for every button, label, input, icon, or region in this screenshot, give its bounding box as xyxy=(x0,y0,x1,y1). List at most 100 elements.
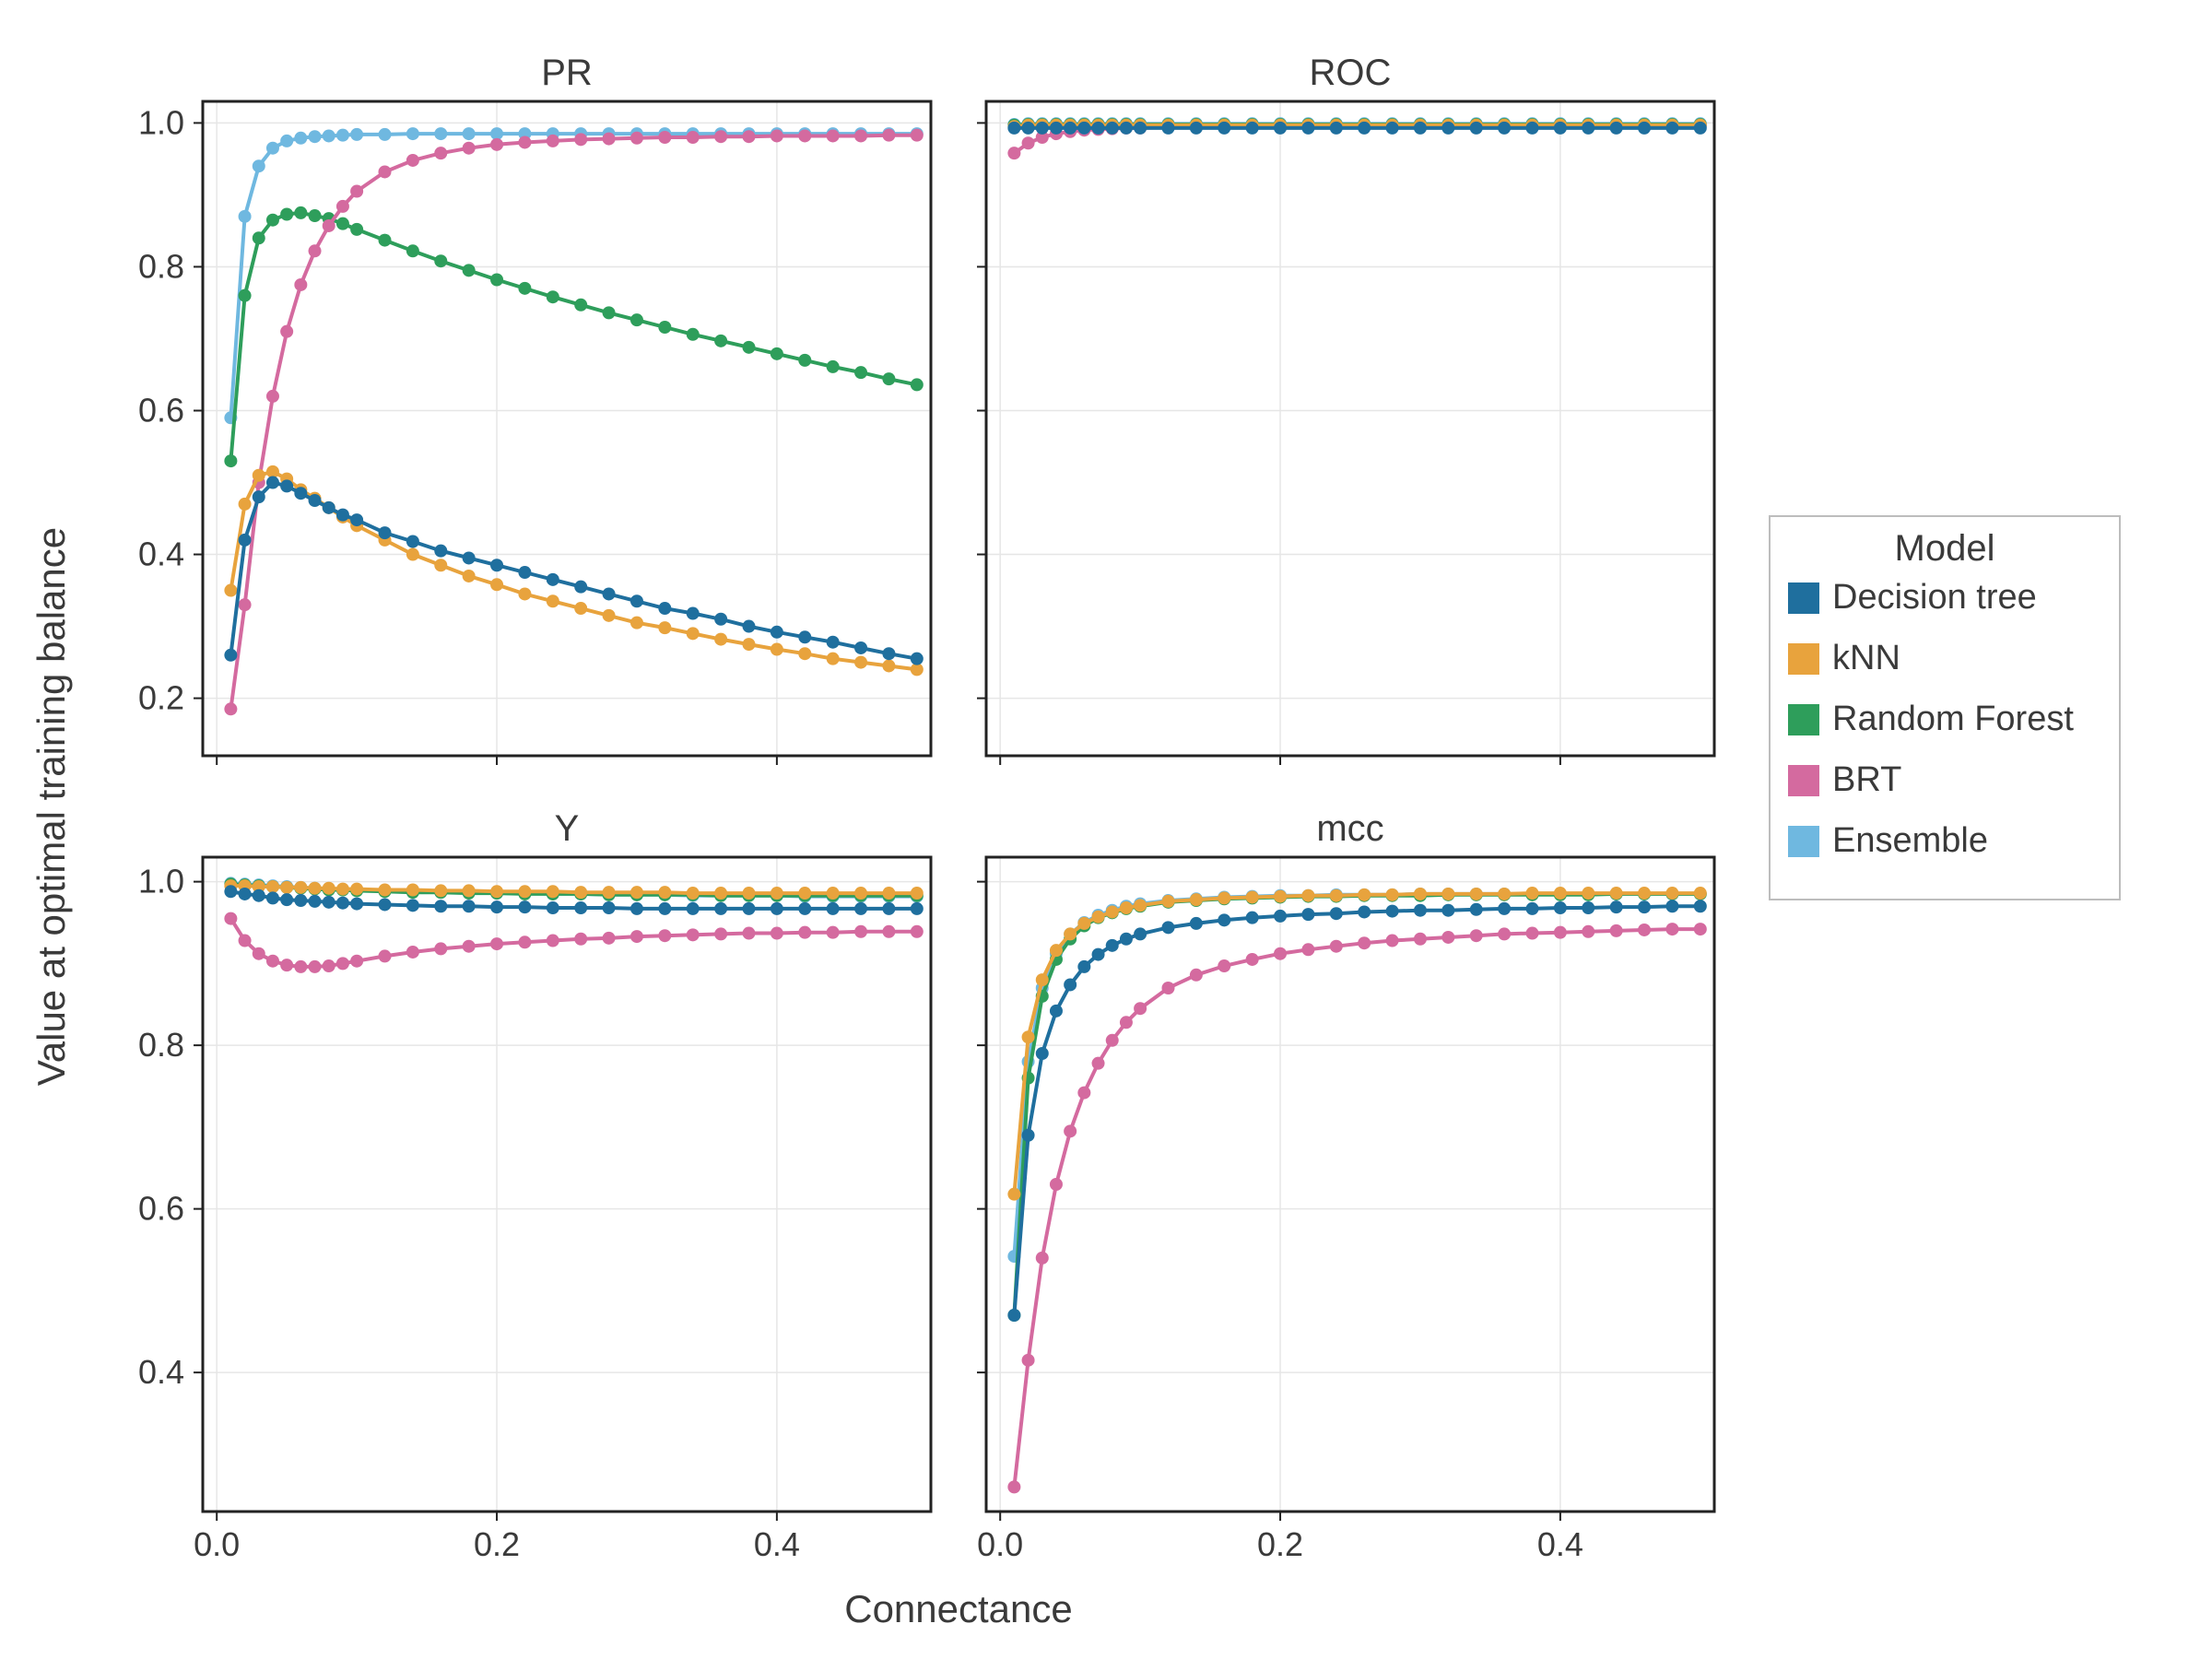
series-marker xyxy=(1301,889,1314,902)
series-marker xyxy=(630,313,643,326)
series-marker xyxy=(1665,923,1678,935)
series-marker xyxy=(798,887,811,900)
series-marker xyxy=(1694,923,1707,935)
series-marker xyxy=(1386,905,1399,918)
series-marker xyxy=(1301,122,1314,135)
series-marker xyxy=(1610,122,1623,135)
series-marker xyxy=(239,534,252,547)
series-marker xyxy=(854,641,867,654)
series-marker xyxy=(463,900,476,912)
series-marker xyxy=(1694,900,1707,912)
series-marker xyxy=(603,587,616,600)
series-marker xyxy=(1190,917,1203,930)
series-marker xyxy=(911,925,924,938)
y-tick-label: 0.6 xyxy=(138,391,184,429)
panel-title: Y xyxy=(555,808,580,849)
series-marker xyxy=(1554,887,1567,900)
series-marker xyxy=(827,887,840,900)
series-marker xyxy=(882,129,895,142)
series-marker xyxy=(1470,929,1483,942)
series-marker xyxy=(253,469,265,482)
series-marker xyxy=(1007,1188,1020,1201)
series-marker xyxy=(911,653,924,665)
series-marker xyxy=(239,888,252,900)
series-marker xyxy=(406,535,419,547)
series-marker xyxy=(239,598,252,611)
series-marker xyxy=(379,898,392,911)
series-marker xyxy=(1386,122,1399,135)
series-marker xyxy=(1470,903,1483,916)
series-marker xyxy=(1470,888,1483,900)
series-marker xyxy=(854,925,867,938)
x-tick-label: 0.2 xyxy=(474,1525,520,1563)
series-marker xyxy=(1218,122,1230,135)
series-marker xyxy=(687,607,700,620)
series-marker xyxy=(280,893,293,906)
series-marker xyxy=(490,937,503,950)
series-marker xyxy=(547,573,559,586)
legend-label: Random Forest xyxy=(1832,700,2074,738)
series-marker xyxy=(827,926,840,939)
series-marker xyxy=(1665,887,1678,900)
series-marker xyxy=(1470,122,1483,135)
series-marker xyxy=(1498,927,1511,940)
series-marker xyxy=(1162,895,1175,908)
series-marker xyxy=(463,142,476,155)
series-marker xyxy=(280,479,293,492)
series-marker xyxy=(603,901,616,914)
series-marker xyxy=(1330,940,1343,953)
series-marker xyxy=(490,138,503,151)
series-marker xyxy=(1246,122,1259,135)
series-marker xyxy=(1274,910,1287,923)
chart-svg: PR0.20.40.60.81.0ROCY0.00.20.40.40.60.81… xyxy=(0,0,2212,1659)
series-marker xyxy=(1441,888,1454,900)
series-marker xyxy=(518,885,531,898)
series-marker xyxy=(630,886,643,899)
series-marker xyxy=(1064,978,1077,991)
series-marker xyxy=(518,566,531,579)
series-marker xyxy=(771,347,783,360)
series-marker xyxy=(309,209,322,222)
series-marker xyxy=(1441,904,1454,917)
series-marker xyxy=(224,912,237,925)
series-marker xyxy=(239,210,252,223)
series-marker xyxy=(1077,122,1090,135)
series-marker xyxy=(1301,908,1314,921)
series-marker xyxy=(882,887,895,900)
x-tick-label: 0.4 xyxy=(1537,1525,1583,1563)
series-marker xyxy=(574,901,587,914)
series-marker xyxy=(1022,1354,1035,1367)
series-marker xyxy=(350,185,363,198)
series-marker xyxy=(434,900,447,912)
series-marker xyxy=(1358,888,1371,901)
series-marker xyxy=(1050,122,1063,135)
series-marker xyxy=(827,360,840,373)
series-marker xyxy=(224,454,237,467)
series-marker xyxy=(1414,122,1427,135)
series-marker xyxy=(1526,927,1539,940)
series-marker xyxy=(1106,905,1119,918)
series-marker xyxy=(1441,122,1454,135)
series-marker xyxy=(798,926,811,939)
series-marker xyxy=(336,509,349,522)
series-marker xyxy=(1386,888,1399,901)
series-marker xyxy=(1092,911,1105,924)
series-marker xyxy=(280,881,293,894)
series-marker xyxy=(239,289,252,302)
panel-title: PR xyxy=(541,53,593,93)
series-marker xyxy=(490,885,503,898)
series-marker xyxy=(239,498,252,511)
series-marker xyxy=(266,390,279,403)
series-marker xyxy=(434,884,447,897)
series-marker xyxy=(574,133,587,146)
series-marker xyxy=(882,925,895,938)
series-marker xyxy=(350,883,363,896)
series-marker xyxy=(743,887,756,900)
series-marker xyxy=(294,132,307,145)
series-marker xyxy=(490,900,503,913)
x-tick-label: 0.2 xyxy=(1257,1525,1303,1563)
series-marker xyxy=(854,129,867,142)
series-marker xyxy=(239,935,252,947)
legend-swatch xyxy=(1788,643,1819,675)
series-marker xyxy=(658,621,671,634)
